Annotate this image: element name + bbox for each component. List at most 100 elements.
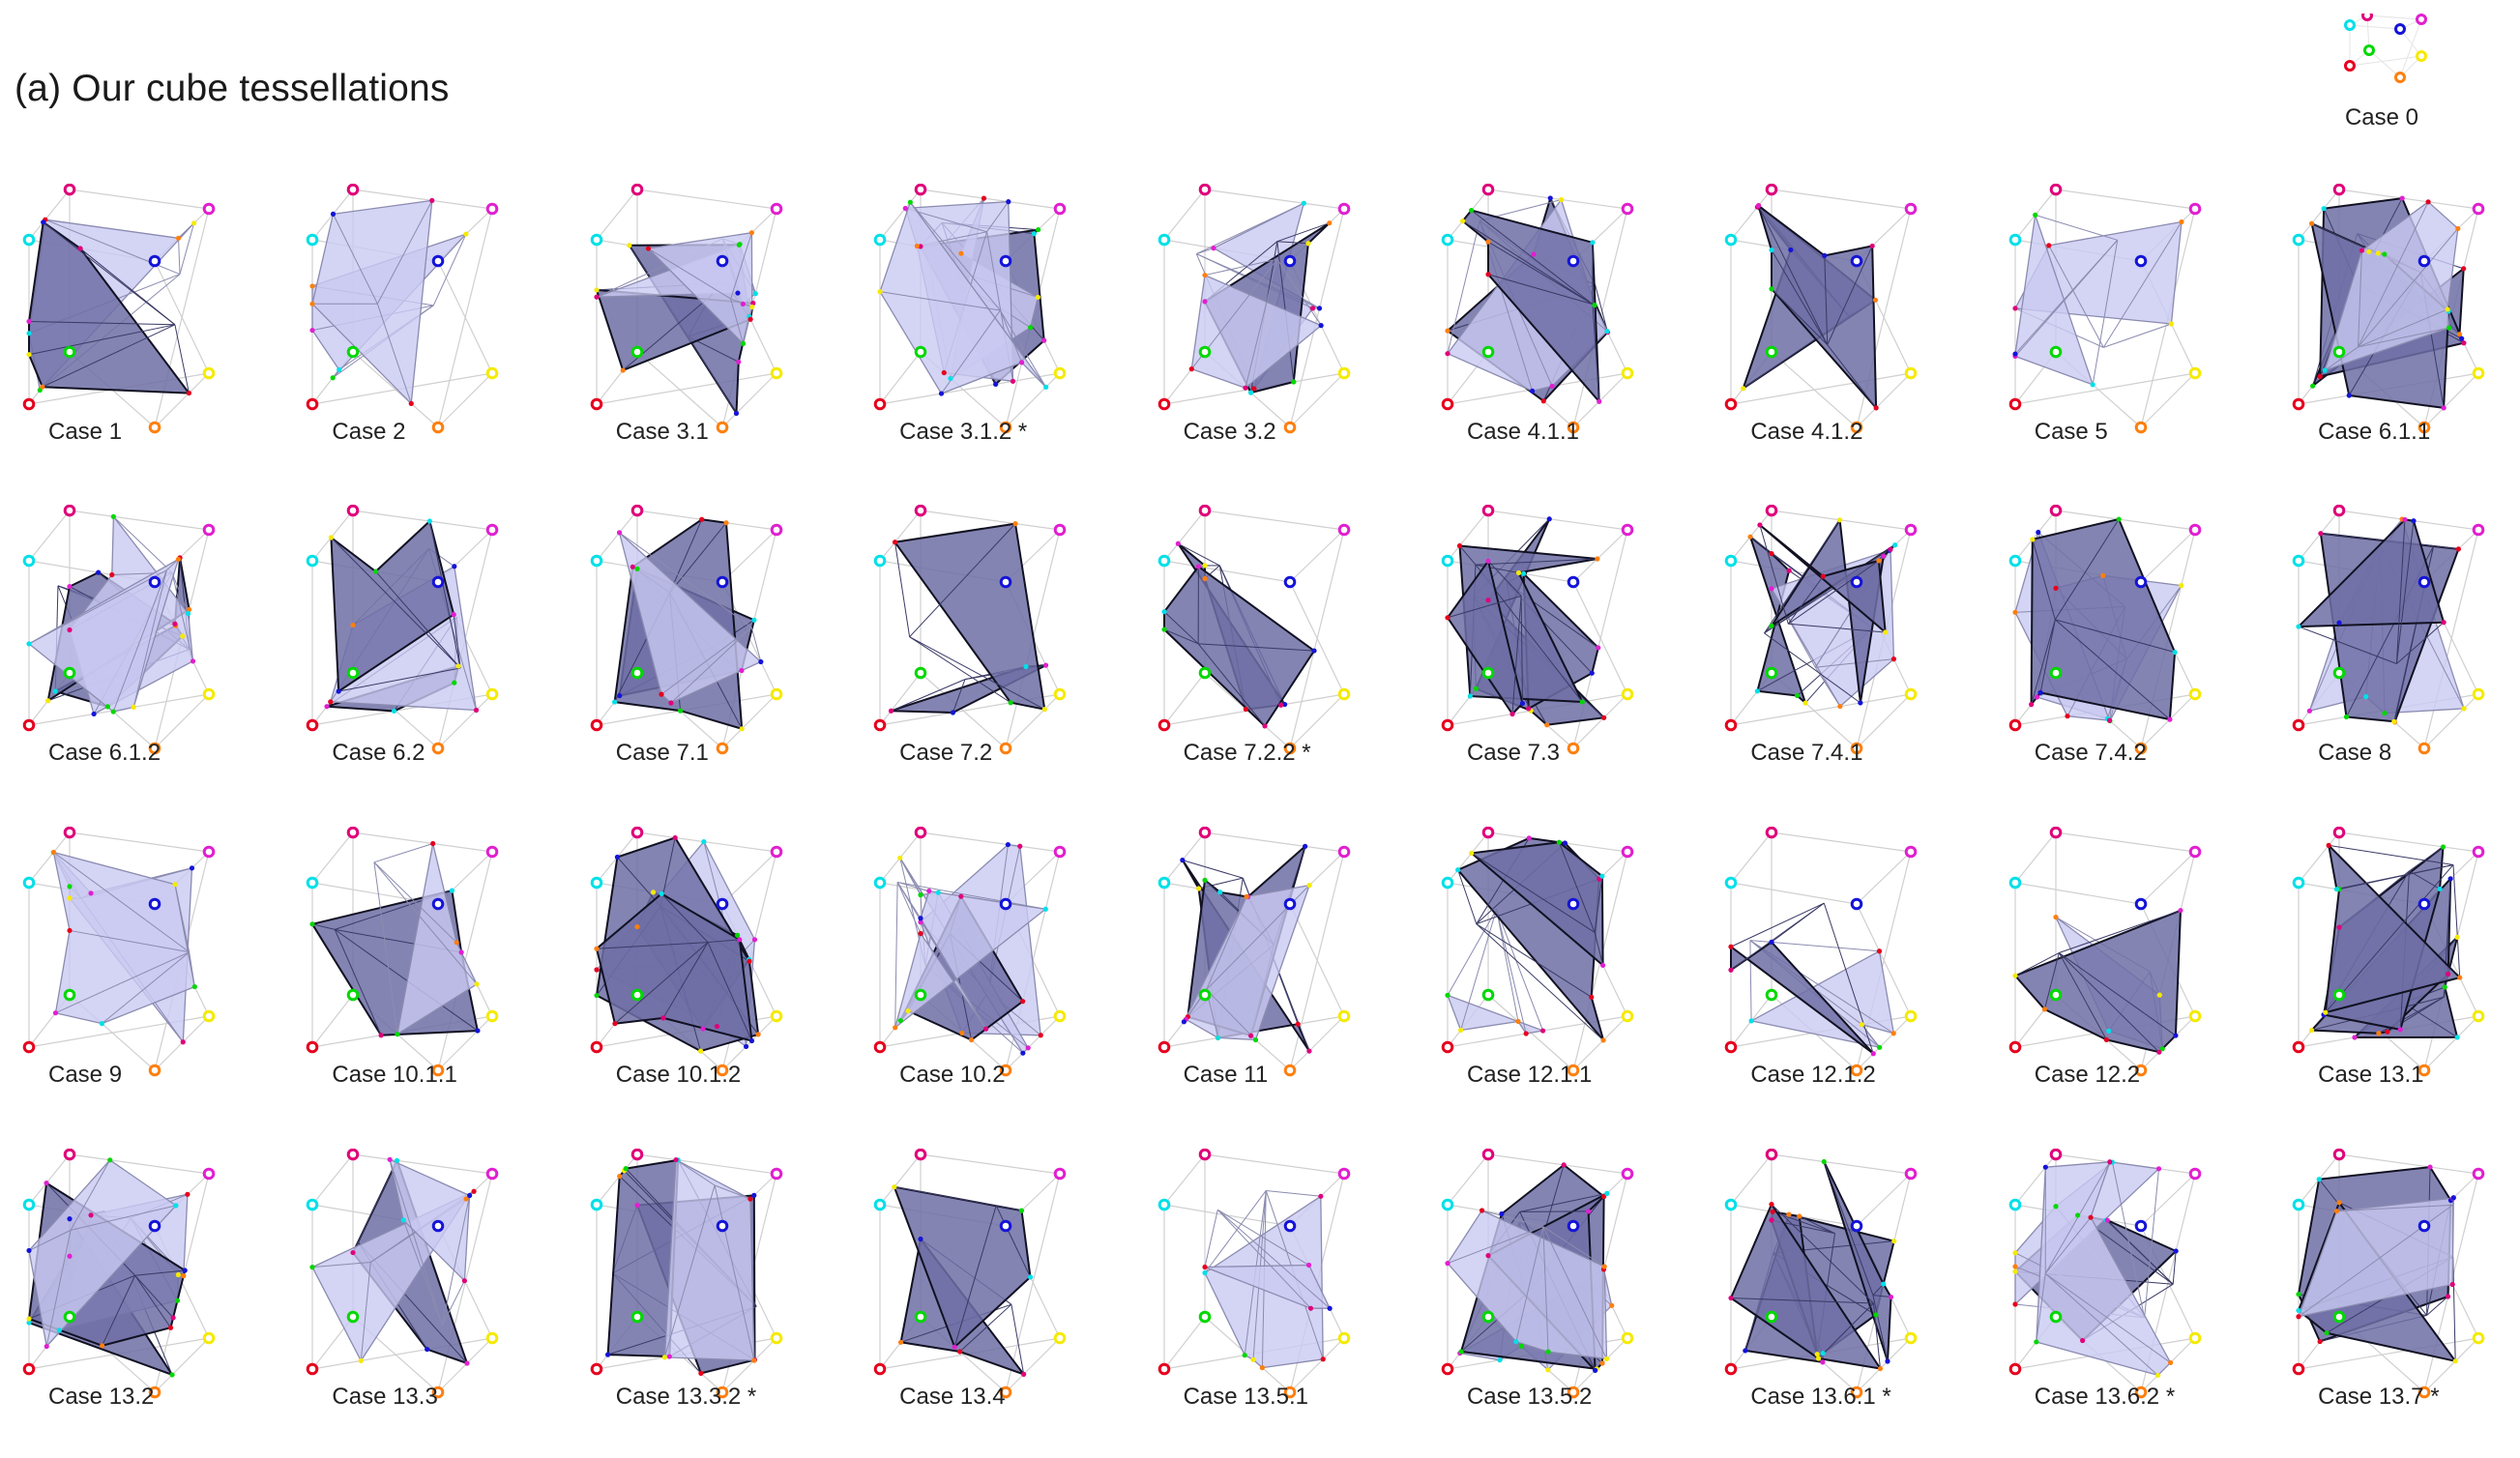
- corner-marker: [1001, 577, 1011, 587]
- surface-vertex: [100, 1021, 104, 1026]
- corner-marker: [1055, 1333, 1065, 1343]
- case-cell: Case 13.7 *: [2270, 1149, 2520, 1458]
- case-cell: Case 13.5.1: [1135, 1149, 1406, 1458]
- corner-marker: [1285, 1221, 1295, 1231]
- surface-vertex: [329, 699, 334, 704]
- isosurface: [1202, 1190, 1332, 1370]
- surface-vertex: [172, 622, 177, 627]
- surface-vertex: [1485, 559, 1490, 564]
- surface-vertex: [1202, 299, 1207, 304]
- corner-marker: [632, 990, 642, 1000]
- cube-edge: [2141, 530, 2195, 582]
- surface-vertex: [351, 623, 356, 627]
- corner-marker: [2474, 847, 2483, 857]
- corner-marker: [1001, 1221, 1011, 1231]
- corner-marker: [2294, 399, 2303, 409]
- surface-vertex: [183, 1268, 188, 1272]
- surface-patch: [312, 200, 432, 403]
- surface-vertex: [1485, 1253, 1490, 1258]
- corner-marker: [2051, 1312, 2061, 1322]
- isosurface: [1445, 835, 1605, 1042]
- case-label: Case 1: [48, 419, 122, 446]
- triangulation-edge: [1731, 903, 1824, 947]
- surface-vertex: [1593, 1368, 1597, 1373]
- corner-marker: [308, 1042, 318, 1052]
- surface-vertex: [2042, 1006, 2047, 1011]
- case-cell: Case 3.1.2 *: [851, 184, 1122, 493]
- corner-marker: [1339, 847, 1349, 857]
- isosurface: [310, 841, 481, 1037]
- case-cell: Case 10.1.1: [283, 827, 554, 1136]
- isosurface: [1445, 1162, 1614, 1373]
- surface-vertex: [109, 572, 114, 577]
- surface-vertex: [1729, 968, 1734, 973]
- surface-vertex: [744, 1044, 748, 1049]
- corner-marker: [1200, 347, 1210, 357]
- corner-marker: [349, 1150, 359, 1159]
- corner-marker: [1055, 204, 1065, 214]
- corner-marker: [2010, 1200, 2020, 1210]
- surface-vertex: [430, 198, 435, 203]
- surface-vertex: [2347, 393, 2352, 397]
- cube-edge: [312, 1154, 353, 1205]
- surface-vertex: [2065, 714, 2069, 718]
- surface-vertex: [2169, 321, 2174, 326]
- corner-marker: [2334, 1150, 2344, 1159]
- surface-vertex: [1036, 295, 1040, 300]
- isosurface: [1445, 516, 1606, 727]
- surface-vertex: [617, 530, 622, 535]
- surface-vertex: [2322, 206, 2327, 211]
- corner-marker: [1768, 668, 1777, 678]
- surface-vertex: [623, 1166, 628, 1171]
- surface-vertex: [735, 933, 740, 938]
- corner-marker: [916, 668, 925, 678]
- surface-vertex: [1770, 940, 1774, 945]
- case-label: Case 10.2: [899, 1062, 1005, 1089]
- isosurface: [1161, 541, 1316, 729]
- cube-edge: [921, 832, 1060, 852]
- corner-marker: [1055, 368, 1065, 378]
- surface-vertex: [2310, 384, 2315, 389]
- triangulation-edge: [1266, 1190, 1321, 1196]
- surface-vertex: [2412, 518, 2417, 523]
- corner-marker: [488, 1333, 498, 1343]
- surface-vertex: [1544, 722, 1549, 727]
- surface-vertex: [1259, 1365, 1264, 1370]
- surface-vertex: [351, 1250, 356, 1255]
- isosurface: [612, 517, 763, 732]
- surface-vertex: [1216, 1035, 1220, 1040]
- surface-vertex: [1469, 851, 1474, 856]
- corner-marker: [349, 668, 359, 678]
- surface-vertex: [187, 391, 191, 395]
- corner-marker: [1623, 525, 1632, 535]
- isosurface: [2012, 516, 2183, 723]
- surface-vertex: [915, 244, 920, 248]
- corner-marker: [1200, 828, 1210, 837]
- case-cell: Case 7.4.1: [1702, 505, 1973, 814]
- cube-edge: [1488, 510, 1627, 530]
- cube-diagram: [283, 505, 554, 756]
- surface-vertex: [919, 892, 923, 897]
- surface-vertex: [105, 704, 110, 709]
- cube-diagram: [1702, 1149, 1973, 1400]
- surface-vertex: [736, 360, 741, 364]
- surface-vertex: [1485, 240, 1490, 245]
- case-cell: Case 6.1.2: [0, 505, 271, 814]
- corner-marker: [1483, 347, 1493, 357]
- surface-vertex: [474, 708, 479, 713]
- surface-vertex: [51, 850, 56, 855]
- isosurface: [1445, 195, 1610, 404]
- case-cell: Case 4.1.1: [1419, 184, 1689, 493]
- surface-vertex: [2359, 248, 2364, 252]
- surface-patch: [664, 1160, 754, 1361]
- surface-vertex: [172, 882, 177, 887]
- corner-marker: [916, 1312, 925, 1322]
- corner-marker: [150, 577, 160, 587]
- surface-patch: [2031, 519, 2175, 719]
- corner-marker: [434, 577, 444, 587]
- cube-diagram: [1419, 505, 1689, 756]
- surface-vertex: [1311, 648, 1316, 653]
- corner-marker: [204, 1333, 214, 1343]
- triangulation-edge: [179, 238, 180, 274]
- surface-vertex: [1445, 351, 1450, 356]
